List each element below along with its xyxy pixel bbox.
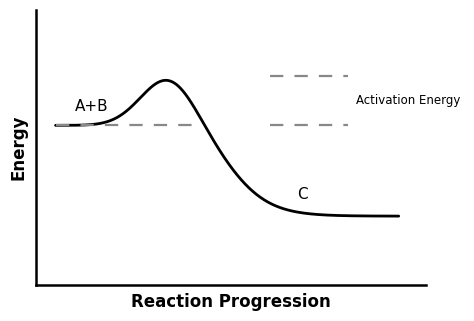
X-axis label: Reaction Progression: Reaction Progression — [131, 293, 331, 311]
Text: C: C — [297, 187, 308, 202]
Text: A+B: A+B — [75, 99, 109, 114]
Y-axis label: Energy: Energy — [10, 115, 27, 180]
Text: Activation Energy: Activation Energy — [356, 94, 460, 107]
